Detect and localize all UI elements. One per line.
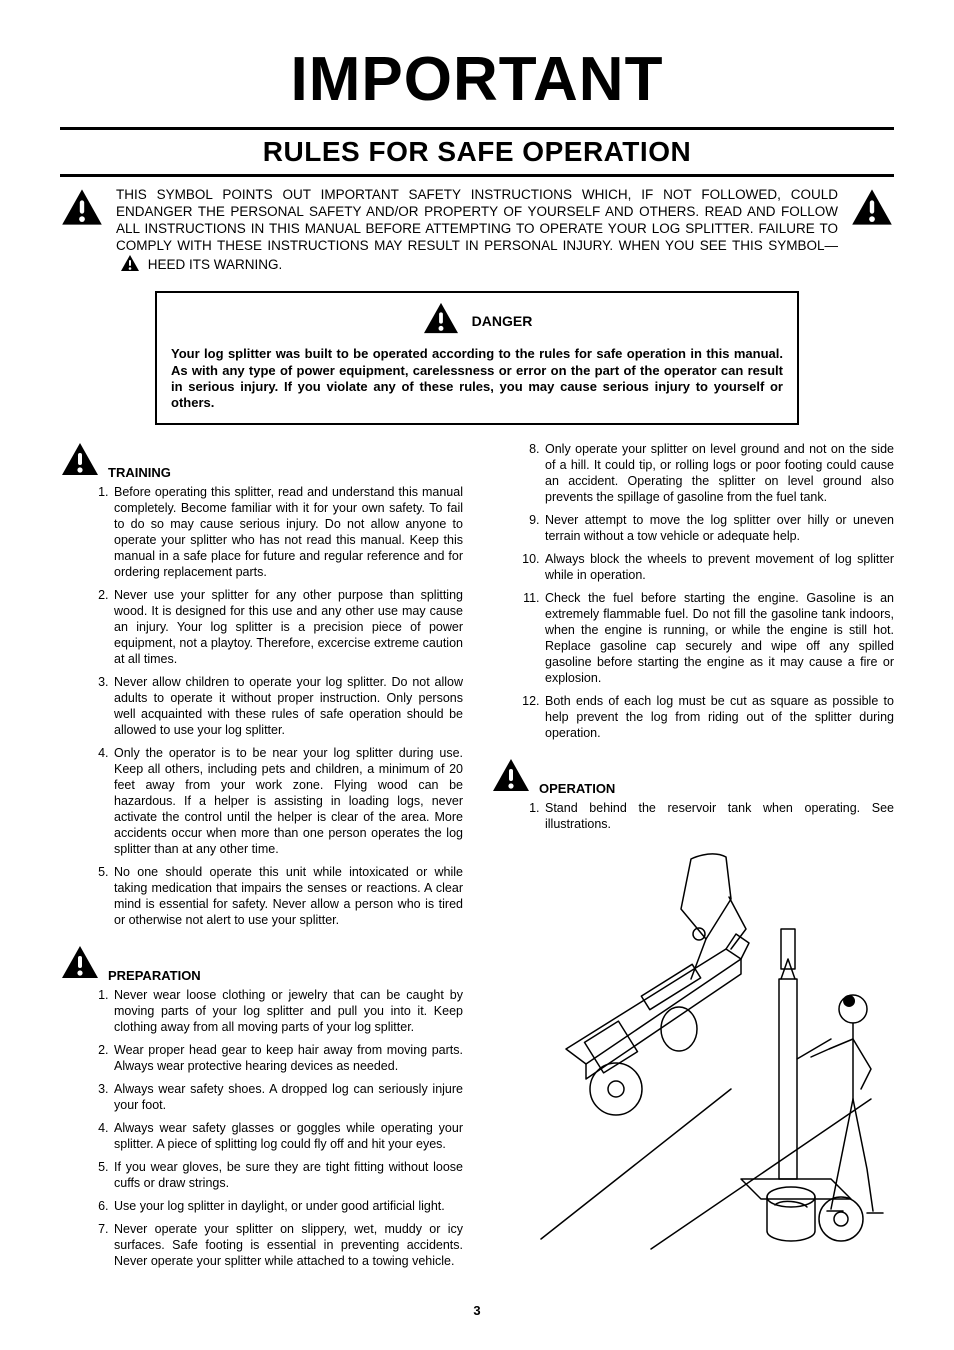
- section-title-preparation: PREPARATION: [108, 968, 201, 985]
- warning-triangle-icon: [120, 254, 140, 277]
- main-title: IMPORTANT: [60, 40, 894, 121]
- list-item: Check the fuel before starting the engin…: [543, 590, 894, 686]
- training-list: Before operating this splitter, read and…: [60, 484, 463, 928]
- divider-top: [60, 127, 894, 130]
- columns: TRAINING Before operating this splitter,…: [60, 441, 894, 1285]
- divider-under-subtitle: [60, 174, 894, 177]
- danger-box: DANGER Your log splitter was built to be…: [155, 291, 799, 425]
- intro-text: THIS SYMBOL POINTS OUT IMPORTANT SAFETY …: [116, 187, 838, 277]
- page-number: 3: [60, 1303, 894, 1320]
- warning-triangle-icon: [491, 757, 531, 798]
- list-item: Stand behind the reservoir tank when ope…: [543, 800, 894, 832]
- danger-label: DANGER: [472, 312, 533, 330]
- warning-triangle-icon: [422, 301, 460, 340]
- list-item: Never attempt to move the log splitter o…: [543, 512, 894, 544]
- list-item: Never use your splitter for any other pu…: [112, 587, 463, 667]
- list-item: Wear proper head gear to keep hair away …: [112, 1042, 463, 1074]
- section-title-training: TRAINING: [108, 465, 171, 482]
- list-item: Never wear loose clothing or jewelry tha…: [112, 987, 463, 1035]
- danger-text: Your log splitter was built to be operat…: [171, 346, 783, 411]
- list-item: Only operate your splitter on level grou…: [543, 441, 894, 505]
- list-item: Always block the wheels to prevent movem…: [543, 551, 894, 583]
- warning-triangle-icon: [850, 187, 894, 227]
- list-item: Before operating this splitter, read and…: [112, 484, 463, 580]
- warning-triangle-icon: [60, 441, 100, 482]
- list-item: No one should operate this unit while in…: [112, 864, 463, 928]
- warning-triangle-icon: [60, 187, 104, 227]
- warning-triangle-icon: [60, 944, 100, 985]
- intro-block: THIS SYMBOL POINTS OUT IMPORTANT SAFETY …: [60, 187, 894, 277]
- section-title-operation: OPERATION: [539, 781, 615, 798]
- list-item: Never operate your splitter on slippery,…: [112, 1221, 463, 1269]
- list-item: Only the operator is to be near your log…: [112, 745, 463, 857]
- intro-text-b: HEED ITS WARNING.: [148, 257, 283, 272]
- preparation-list-continued: Only operate your splitter on level grou…: [491, 441, 894, 741]
- preparation-list: Never wear loose clothing or jewelry tha…: [60, 987, 463, 1269]
- intro-text-a: THIS SYMBOL POINTS OUT IMPORTANT SAFETY …: [116, 187, 838, 253]
- list-item: Always wear safety glasses or goggles wh…: [112, 1120, 463, 1152]
- log-splitter-illustration: [531, 839, 894, 1264]
- list-item: Both ends of each log must be cut as squ…: [543, 693, 894, 741]
- list-item: Never allow children to operate your log…: [112, 674, 463, 738]
- list-item: If you wear gloves, be sure they are tig…: [112, 1159, 463, 1191]
- list-item: Always wear safety shoes. A dropped log …: [112, 1081, 463, 1113]
- subtitle: RULES FOR SAFE OPERATION: [60, 134, 894, 170]
- list-item: Use your log splitter in daylight, or un…: [112, 1198, 463, 1214]
- operation-list: Stand behind the reservoir tank when ope…: [491, 800, 894, 832]
- right-column: Only operate your splitter on level grou…: [491, 441, 894, 1285]
- left-column: TRAINING Before operating this splitter,…: [60, 441, 463, 1285]
